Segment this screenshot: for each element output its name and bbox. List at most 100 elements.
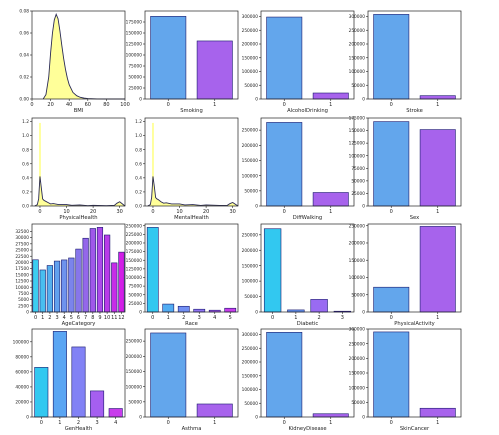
y-tick-label: 50000 — [244, 188, 258, 194]
y-tick-label: 0 — [26, 415, 29, 421]
bar-smoking-1 — [196, 40, 233, 100]
y-tick-label: 300000 — [242, 14, 259, 20]
subplot-genhealth: 0 20000 40000 60000 80000 100000 0 1 2 3 4 GenHealt… — [13, 328, 126, 432]
kde-line — [42, 13, 125, 100]
y-tick-label: 50000 — [351, 178, 365, 184]
y-tick-label: 75000 — [351, 166, 365, 172]
bar-skincancer-0 — [373, 331, 410, 418]
x-tick-label: 3 — [96, 420, 99, 426]
bar-genhealth-2 — [71, 346, 86, 418]
subplot-smoking: 0 25000 50000 75000 100000 125000 150000 175000… — [126, 10, 239, 114]
bar-genhealth-3 — [90, 390, 105, 418]
x-tick-label: 30 — [229, 209, 235, 215]
y-tick-label: 200000 — [242, 143, 259, 149]
x-tick-label: 20 — [203, 209, 209, 215]
axes-frame — [144, 10, 239, 100]
y-tick-label: 0.06 — [19, 31, 29, 37]
subplot-sex: 0 25000 50000 75000 100000 125000 150000 175000… — [349, 116, 462, 221]
x-tick-label: 1 — [329, 420, 332, 426]
y-tick-label: 60000 — [15, 369, 29, 375]
axes-frame — [144, 117, 239, 207]
y-tick-label: 125000 — [126, 266, 143, 272]
x-tick-label: 0 — [151, 315, 154, 321]
y-tick-label: 300000 — [349, 327, 366, 333]
y-tick-label: 150000 — [126, 31, 143, 37]
y-tick-label: 20000 — [15, 400, 29, 406]
x-tick-label: 2 — [318, 315, 321, 321]
y-tick-label: 25000 — [351, 191, 365, 197]
x-tick-label: 1 — [213, 102, 216, 108]
y-tick-label: 25000 — [128, 86, 142, 92]
y-tick-label: 250000 — [242, 28, 259, 34]
y-tick-label: 0 — [139, 310, 142, 316]
axes-frame — [31, 10, 126, 100]
kde-area — [34, 176, 125, 206]
x-axis-label: BMI — [74, 108, 84, 114]
y-tick-label: 80000 — [15, 354, 29, 360]
axes-frame — [144, 223, 239, 313]
y-tick-label: 250000 — [242, 232, 259, 238]
bar-race-1 — [162, 303, 175, 313]
bar-alcoholdrinking-0 — [266, 16, 303, 100]
bar-agecategory-5 — [68, 257, 75, 313]
y-tick-label: 0.6 — [135, 161, 142, 167]
bar-agecategory-0 — [32, 259, 39, 313]
y-tick-label: 100000 — [242, 173, 259, 179]
y-tick-label: 0 — [139, 97, 142, 103]
x-tick-label: 20 — [47, 102, 53, 108]
y-tick-label: 150000 — [349, 258, 366, 264]
y-tick-label: 250000 — [126, 339, 143, 345]
y-tick-label: 1.0 — [135, 133, 142, 139]
x-tick-label: 3 — [198, 315, 201, 321]
bar-agecategory-3 — [53, 260, 61, 313]
y-tick-label: 0 — [362, 97, 365, 103]
subplot-diffwalking: 0 50000 100000 150000 200000 250000 0 1 DiffWalk… — [242, 117, 355, 221]
x-tick-label: 5 — [70, 315, 73, 321]
bar-agecategory-6 — [75, 248, 82, 313]
bar-smoking-0 — [150, 16, 187, 100]
bar-race-3 — [193, 308, 206, 313]
x-tick-label: 0 — [34, 315, 37, 321]
bar-kidneydisease-1 — [312, 413, 349, 418]
x-axis-label: PhysicalHealth — [59, 215, 97, 221]
y-tick-label: 27500 — [15, 241, 29, 247]
x-axis-label: AgeCategory — [62, 321, 96, 327]
bar-race-5 — [224, 307, 237, 313]
bar-diabetic-0 — [263, 228, 282, 313]
axes-frame — [31, 328, 126, 418]
y-tick-label: 200000 — [126, 354, 143, 360]
y-tick-label: 10000 — [15, 285, 29, 291]
y-tick-label: 250000 — [349, 223, 366, 229]
subplot-agecategory: 0250050007500100001250015000175002000022… — [15, 223, 126, 327]
subplot-asthma: 0 50000 100000 150000 200000 250000 0 1 Asthma — [126, 328, 239, 432]
y-tick-label: 0.4 — [22, 175, 29, 181]
y-tick-label: 50000 — [351, 400, 365, 406]
x-tick-label: 6 — [77, 315, 80, 321]
bar-race-0 — [146, 227, 159, 313]
x-axis-label: SkinCancer — [400, 426, 430, 432]
x-axis-label: DiffWalking — [293, 215, 322, 221]
y-tick-label: 0.2 — [22, 190, 29, 196]
y-tick-label: 50000 — [244, 83, 258, 89]
y-tick-label: 0 — [255, 415, 258, 421]
x-tick-label: 2 — [77, 420, 80, 426]
bar-agecategory-2 — [46, 265, 53, 313]
y-tick-label: 250000 — [349, 341, 366, 347]
y-tick-label: 100000 — [242, 387, 259, 393]
subplot-skincancer: 0 50000 100000 150000 200000 250000 300000 0 1 Sk… — [349, 327, 462, 432]
axes-frame — [31, 223, 126, 313]
bar-agecategory-8 — [89, 228, 96, 313]
x-tick-label: 4 — [213, 315, 216, 321]
y-tick-label: 32500 — [15, 229, 29, 235]
bar-agecategory-12 — [118, 251, 125, 313]
y-tick-label: 100000 — [242, 279, 259, 285]
bar-genhealth-0 — [34, 367, 49, 418]
bar-diffwalking-1 — [312, 192, 349, 207]
y-tick-label: 20000 — [15, 260, 29, 266]
x-tick-label: 2 — [182, 315, 185, 321]
y-tick-label: 225000 — [126, 232, 143, 238]
bar-agecategory-9 — [96, 227, 104, 313]
y-tick-label: 300000 — [349, 14, 366, 20]
subplot-physicalactivity: 0 50000 100000 150000 200000 250000 0 1Physical… — [349, 223, 462, 327]
